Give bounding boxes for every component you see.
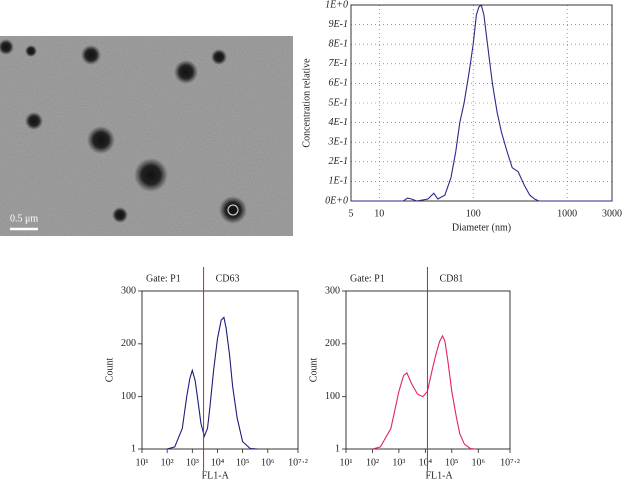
x-tick-label: 100 — [466, 208, 481, 219]
tem-image: 0.5 μm — [0, 36, 293, 236]
y-tick-label: 200 — [121, 338, 136, 349]
y-tick-label: 6E-1 — [329, 78, 348, 89]
x-tick-label: 10 — [374, 208, 384, 219]
y-tick-label: 9E-1 — [329, 19, 348, 30]
x-tick-label: 10⁶ — [472, 457, 486, 468]
gate-label: Gate: P1 — [350, 273, 385, 284]
x-tick-label: 10² — [366, 457, 379, 468]
y-tick-label: 1 — [335, 443, 340, 454]
x-tick-label: 1000 — [557, 208, 577, 219]
x-axis-label: FL1-A — [202, 470, 230, 481]
data-line — [351, 4, 612, 202]
x-tick-label: 10⁷·² — [288, 457, 308, 468]
x-tick-label: 10³ — [392, 457, 405, 468]
x-tick-label: 10⁶ — [261, 457, 275, 468]
x-tick-label: 10⁴ — [211, 457, 225, 468]
y-tick-label: 1 — [131, 443, 136, 454]
y-tick-label: 1E-1 — [329, 176, 348, 187]
x-tick-label: 10⁴ — [419, 457, 433, 468]
y-axis-label: Concentration relative — [301, 58, 312, 148]
plot-frame — [345, 290, 511, 450]
marker-label: CD63 — [216, 273, 240, 284]
y-tick-label: 7E-1 — [329, 58, 348, 69]
y-tick-label: 2E-1 — [329, 156, 348, 167]
x-tick-label: 10² — [161, 457, 174, 468]
plot-frame — [350, 4, 613, 202]
y-axis-label: Count — [104, 358, 115, 383]
y-tick-label: 100 — [121, 391, 136, 402]
gate-label: Gate: P1 — [146, 273, 181, 284]
y-tick-label: 300 — [325, 285, 340, 296]
y-axis-label: Count — [308, 358, 319, 383]
x-tick-label: 5 — [349, 208, 354, 219]
y-tick-label: 0E+0 — [325, 195, 348, 206]
y-tick-label: 8E-1 — [329, 38, 348, 49]
marker-label: CD81 — [439, 273, 463, 284]
x-axis-label: Diameter (nm) — [452, 222, 511, 233]
x-tick-label: 10⁵ — [445, 457, 459, 468]
y-tick-label: 100 — [325, 391, 340, 402]
data-line — [167, 316, 258, 450]
plot-frame — [141, 290, 299, 450]
x-axis-label: FL1-A — [425, 470, 453, 481]
x-tick-label: 10⁵ — [236, 457, 250, 468]
y-tick-label: 200 — [325, 338, 340, 349]
scale-label: 0.5 μm — [10, 213, 38, 224]
y-tick-label: 4E-1 — [329, 117, 348, 128]
y-tick-label: 5E-1 — [329, 97, 348, 108]
x-tick-label: 10¹ — [136, 457, 149, 468]
data-line — [372, 334, 476, 450]
x-tick-label: 10⁷·² — [500, 457, 520, 468]
y-tick-label: 300 — [121, 285, 136, 296]
x-tick-label: 10³ — [186, 457, 199, 468]
x-tick-label: 3000 — [602, 208, 622, 219]
y-tick-label: 1E+0 — [325, 0, 348, 10]
x-tick-label: 10¹ — [340, 457, 353, 468]
y-tick-label: 3E-1 — [328, 136, 348, 147]
